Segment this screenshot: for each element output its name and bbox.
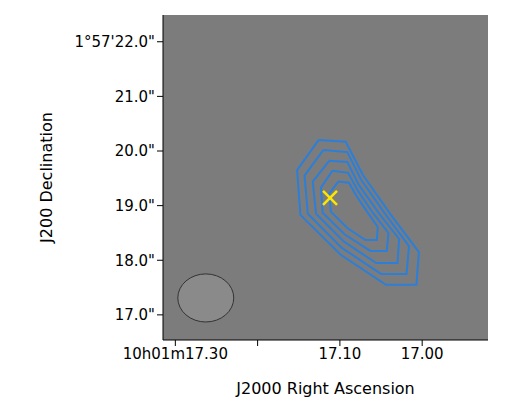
svg-text:20.0": 20.0": [115, 142, 155, 160]
svg-text:17.00: 17.00: [401, 345, 444, 363]
svg-text:21.0": 21.0": [115, 88, 155, 106]
svg-text:17.0": 17.0": [115, 306, 155, 324]
svg-text:10h01m17.30: 10h01m17.30: [123, 345, 228, 363]
svg-text:18.0": 18.0": [115, 252, 155, 270]
svg-text:19.0": 19.0": [115, 197, 155, 215]
svg-text:J200 Declination: J200 Declination: [37, 112, 56, 244]
svg-text:17.10: 17.10: [318, 345, 361, 363]
svg-text:1°57'22.0": 1°57'22.0": [74, 33, 155, 51]
svg-text:J2000 Right Ascension: J2000 Right Ascension: [235, 379, 415, 398]
